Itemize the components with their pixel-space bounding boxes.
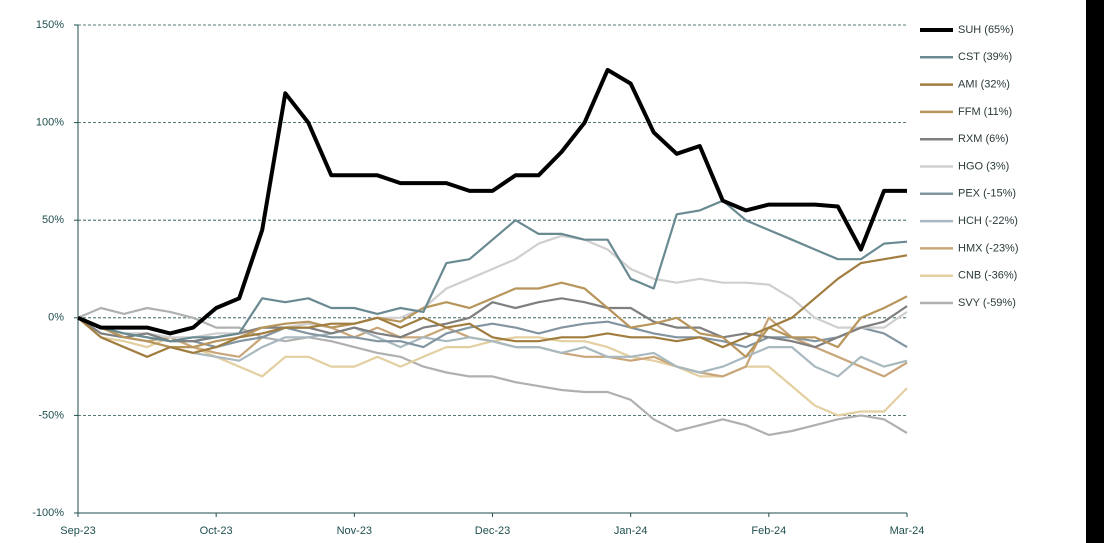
edge-bar bbox=[1086, 0, 1104, 543]
x-tick-label: Dec-23 bbox=[475, 525, 510, 537]
legend-label: HMX (-23%) bbox=[958, 242, 1019, 254]
y-tick-label: -50% bbox=[38, 409, 64, 421]
legend-label: CNB (-36%) bbox=[958, 270, 1017, 282]
y-tick-label: 150% bbox=[36, 19, 64, 31]
y-tick-label: 50% bbox=[42, 214, 64, 226]
legend-label: FFM (11%) bbox=[958, 106, 1012, 118]
legend-label: CST (39%) bbox=[958, 51, 1012, 63]
legend-label: HGO (3%) bbox=[958, 160, 1009, 172]
legend-label: SVY (-59%) bbox=[958, 297, 1016, 309]
legend-label: RXM (6%) bbox=[958, 133, 1009, 145]
series-line bbox=[77, 67, 907, 336]
x-tick-label: Nov-23 bbox=[337, 525, 372, 537]
legend-label: AMI (32%) bbox=[958, 79, 1010, 91]
series-line bbox=[77, 306, 908, 436]
series-line bbox=[77, 316, 908, 378]
series-line bbox=[77, 254, 908, 358]
legend-label: HCH (-22%) bbox=[958, 215, 1018, 227]
x-tick-label: Oct-23 bbox=[200, 525, 233, 537]
series-line bbox=[77, 234, 908, 339]
y-tick-label: 100% bbox=[36, 117, 64, 129]
y-tick-label: 0% bbox=[48, 312, 64, 324]
legend-label: SUH (65%) bbox=[958, 24, 1014, 36]
x-tick-label: Feb-24 bbox=[751, 525, 786, 537]
x-tick-label: Jan-24 bbox=[614, 525, 648, 537]
legend-label: PEX (-15%) bbox=[958, 188, 1016, 200]
x-tick-label: Sep-23 bbox=[60, 525, 95, 537]
y-tick-label: -100% bbox=[32, 507, 64, 519]
x-tick-label: Mar-24 bbox=[890, 525, 925, 537]
series-line bbox=[77, 199, 908, 343]
